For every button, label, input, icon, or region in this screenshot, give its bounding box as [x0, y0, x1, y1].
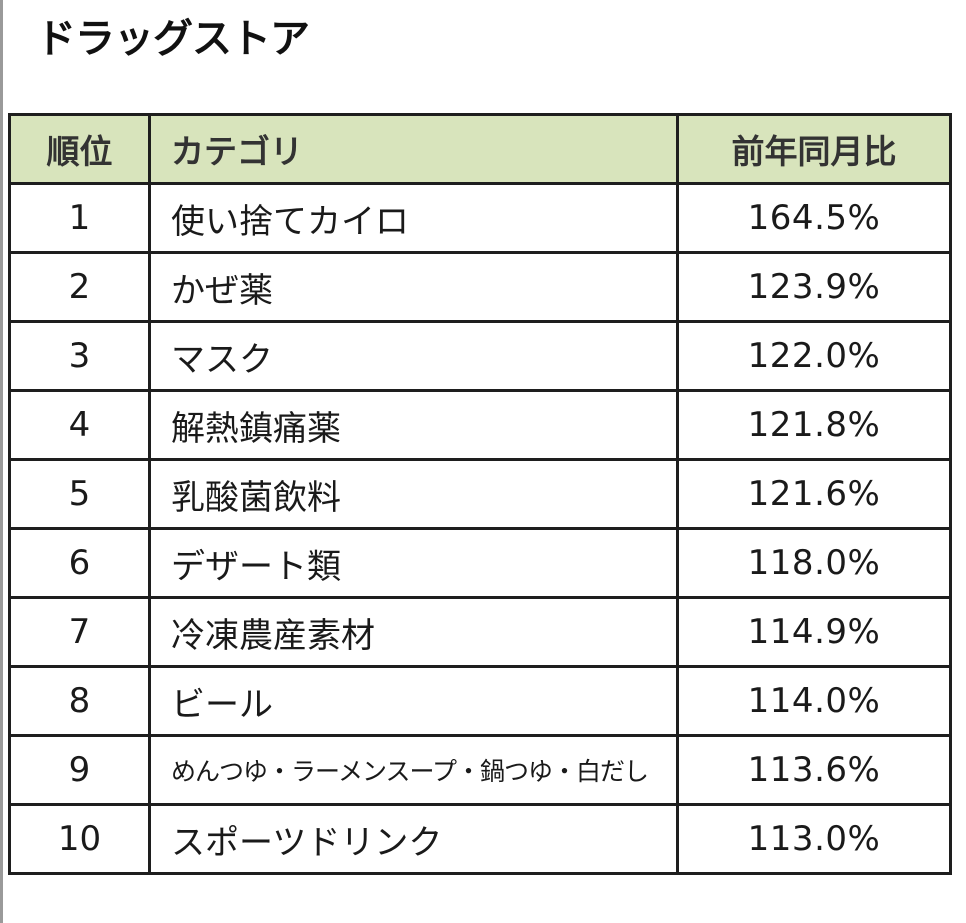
table-row: 1 使い捨てカイロ 164.5% [8, 182, 952, 254]
rank-cell: 9 [8, 734, 151, 806]
table-row: 5 乳酸菌飲料 121.6% [8, 458, 952, 530]
table-row: 6 デザート類 118.0% [8, 527, 952, 599]
table-row: 10 スポーツドリンク 113.0% [8, 803, 952, 875]
rank-cell: 3 [8, 320, 151, 392]
category-cell: ビール [148, 665, 679, 737]
category-cell: めんつゆ・ラーメンスープ・鍋つゆ・白だし [148, 734, 679, 806]
category-cell: マスク [148, 320, 679, 392]
rank-cell: 4 [8, 389, 151, 461]
page-left-border [0, 0, 3, 923]
category-cell: デザート類 [148, 527, 679, 599]
ranking-table: 順位 カテゴリ 前年同月比 1 使い捨てカイロ 164.5% 2 かぜ薬 123… [8, 113, 952, 875]
page-title: ドラッグストア [36, 16, 310, 62]
category-cell: 解熱鎮痛薬 [148, 389, 679, 461]
column-header-yoy: 前年同月比 [676, 113, 952, 185]
column-header-category: カテゴリ [148, 113, 679, 185]
rank-cell: 1 [8, 182, 151, 254]
yoy-cell: 114.0% [676, 665, 952, 737]
category-cell: スポーツドリンク [148, 803, 679, 875]
table-header: 順位 カテゴリ 前年同月比 [8, 113, 952, 185]
category-cell: かぜ薬 [148, 251, 679, 323]
table-row: 4 解熱鎮痛薬 121.8% [8, 389, 952, 461]
category-cell: 使い捨てカイロ [148, 182, 679, 254]
column-header-rank: 順位 [8, 113, 151, 185]
table-row: 3 マスク 122.0% [8, 320, 952, 392]
rank-cell: 10 [8, 803, 151, 875]
yoy-cell: 121.6% [676, 458, 952, 530]
category-cell: 冷凍農産素材 [148, 596, 679, 668]
category-cell: 乳酸菌飲料 [148, 458, 679, 530]
yoy-cell: 114.9% [676, 596, 952, 668]
header-row: 順位 カテゴリ 前年同月比 [8, 113, 952, 185]
yoy-cell: 122.0% [676, 320, 952, 392]
yoy-cell: 121.8% [676, 389, 952, 461]
table-row: 8 ビール 114.0% [8, 665, 952, 737]
rank-cell: 7 [8, 596, 151, 668]
yoy-cell: 113.6% [676, 734, 952, 806]
table-row: 7 冷凍農産素材 114.9% [8, 596, 952, 668]
rank-cell: 5 [8, 458, 151, 530]
yoy-cell: 113.0% [676, 803, 952, 875]
rank-cell: 8 [8, 665, 151, 737]
table-row: 9 めんつゆ・ラーメンスープ・鍋つゆ・白だし 113.6% [8, 734, 952, 806]
yoy-cell: 164.5% [676, 182, 952, 254]
yoy-cell: 118.0% [676, 527, 952, 599]
rank-cell: 2 [8, 251, 151, 323]
table-row: 2 かぜ薬 123.9% [8, 251, 952, 323]
yoy-cell: 123.9% [676, 251, 952, 323]
rank-cell: 6 [8, 527, 151, 599]
table-body: 1 使い捨てカイロ 164.5% 2 かぜ薬 123.9% 3 マスク 122.… [8, 182, 952, 875]
